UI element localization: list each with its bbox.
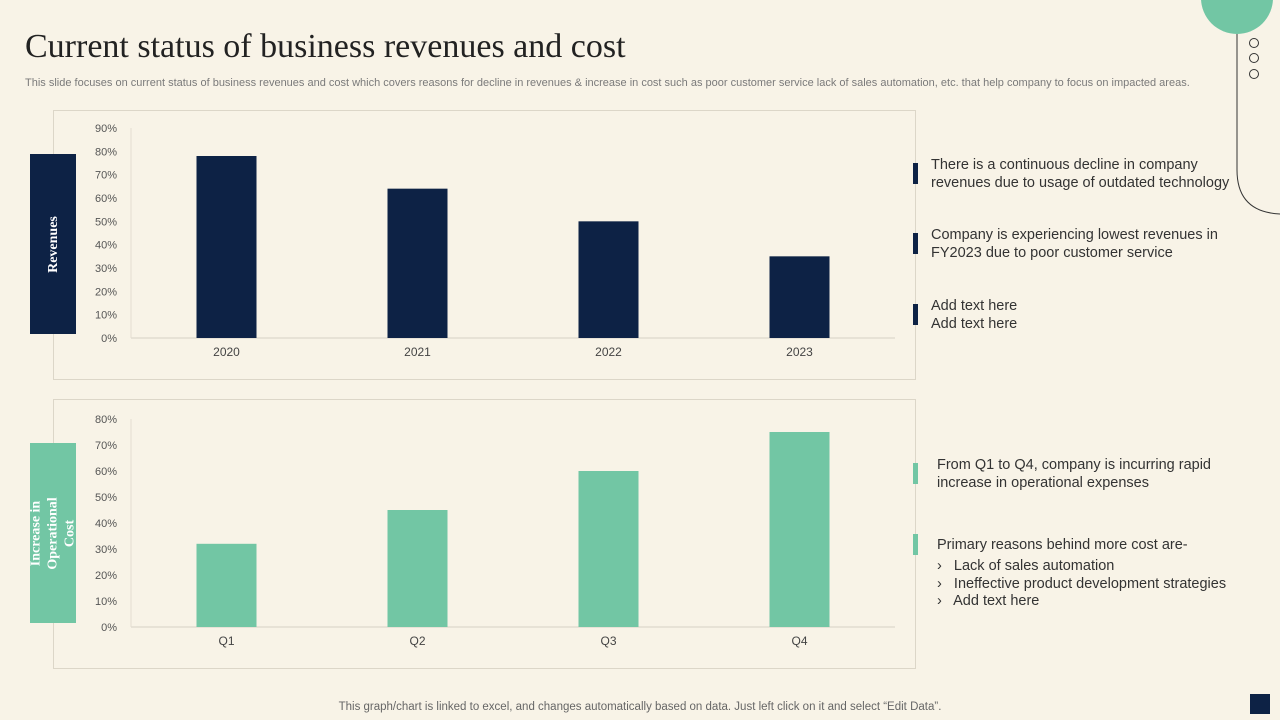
decor-circle [1201,0,1273,34]
y-tick-label: 80% [95,146,117,158]
revenue-note-1: There is a continuous decline in company… [931,157,1230,191]
cost-note-2: Primary reasons behind more cost are- [937,537,1188,553]
y-tick-label: 30% [95,544,117,556]
revenue-note-2: Company is experiencing lowest revenues … [931,227,1218,261]
x-tick-label: 2021 [404,345,431,359]
y-tick-label: 70% [95,170,117,182]
y-tick-label: 20% [95,286,117,298]
menu-dot-icon [1249,53,1259,63]
cost-bullet-text: Ineffective product development strategi… [953,576,1227,592]
y-tick-label: 20% [95,570,117,582]
footer-note: This graph/chart is linked to excel, and… [338,701,942,713]
x-tick-label: 2023 [786,345,813,359]
cost-note-1: From Q1 to Q4, company is incurring rapi… [937,457,1211,491]
y-tick-label: 30% [95,263,117,275]
y-tick-label: 70% [95,440,117,452]
y-tick-label: 90% [95,123,117,135]
note-marker [913,233,918,254]
y-tick-label: 0% [101,333,117,345]
y-tick-label: 50% [95,492,117,504]
bar-Q3 [578,471,639,627]
bar-Q1 [196,543,257,627]
y-tick-label: 40% [95,240,117,252]
bar-Q2 [387,510,448,627]
bar-Q4 [769,432,830,627]
y-tick-label: 0% [101,622,117,634]
cost-bullet-text: Lack of sales automation [953,558,1115,574]
cost-bullet: › Add text here [937,593,1040,609]
revenues-label-box: Revenues [30,154,76,334]
y-tick-label: 80% [95,414,117,426]
y-tick-label: 40% [95,518,117,530]
x-tick-label: Q1 [218,634,234,648]
menu-dot-icon [1249,69,1259,79]
y-tick-label: 10% [95,310,117,322]
y-tick-label: 50% [95,216,117,228]
note-marker [913,304,918,325]
x-tick-label: Q3 [600,634,616,648]
note-marker [913,534,918,555]
note-marker [913,163,918,184]
y-tick-label: 60% [95,466,117,478]
cost-bullet: › Ineffective product development strate… [937,576,1227,592]
bar-2020 [196,156,257,338]
cost-bullet-text: Add text here [953,593,1040,609]
revenue-note-3: Add text here Add text here [931,298,1018,332]
note-marker [913,463,918,484]
page-subtitle: This slide focuses on current status of … [25,77,1190,89]
x-tick-label: Q4 [791,634,807,648]
page-title: Current status of business revenues and … [25,28,626,65]
menu-dot-icon [1249,38,1259,48]
corner-square [1250,694,1270,714]
bar-2023 [769,256,830,338]
x-tick-label: Q2 [409,634,425,648]
x-tick-label: 2020 [213,345,240,359]
cost-label-box: Increase in Operational Cost [29,443,78,623]
bar-2021 [387,188,448,338]
y-tick-label: 60% [95,193,117,205]
decor-line [1236,34,1280,215]
x-tick-label: 2022 [595,345,622,359]
y-tick-label: 10% [95,596,117,608]
cost-bullet: › Lack of sales automation [937,558,1115,574]
bar-2022 [578,221,639,338]
